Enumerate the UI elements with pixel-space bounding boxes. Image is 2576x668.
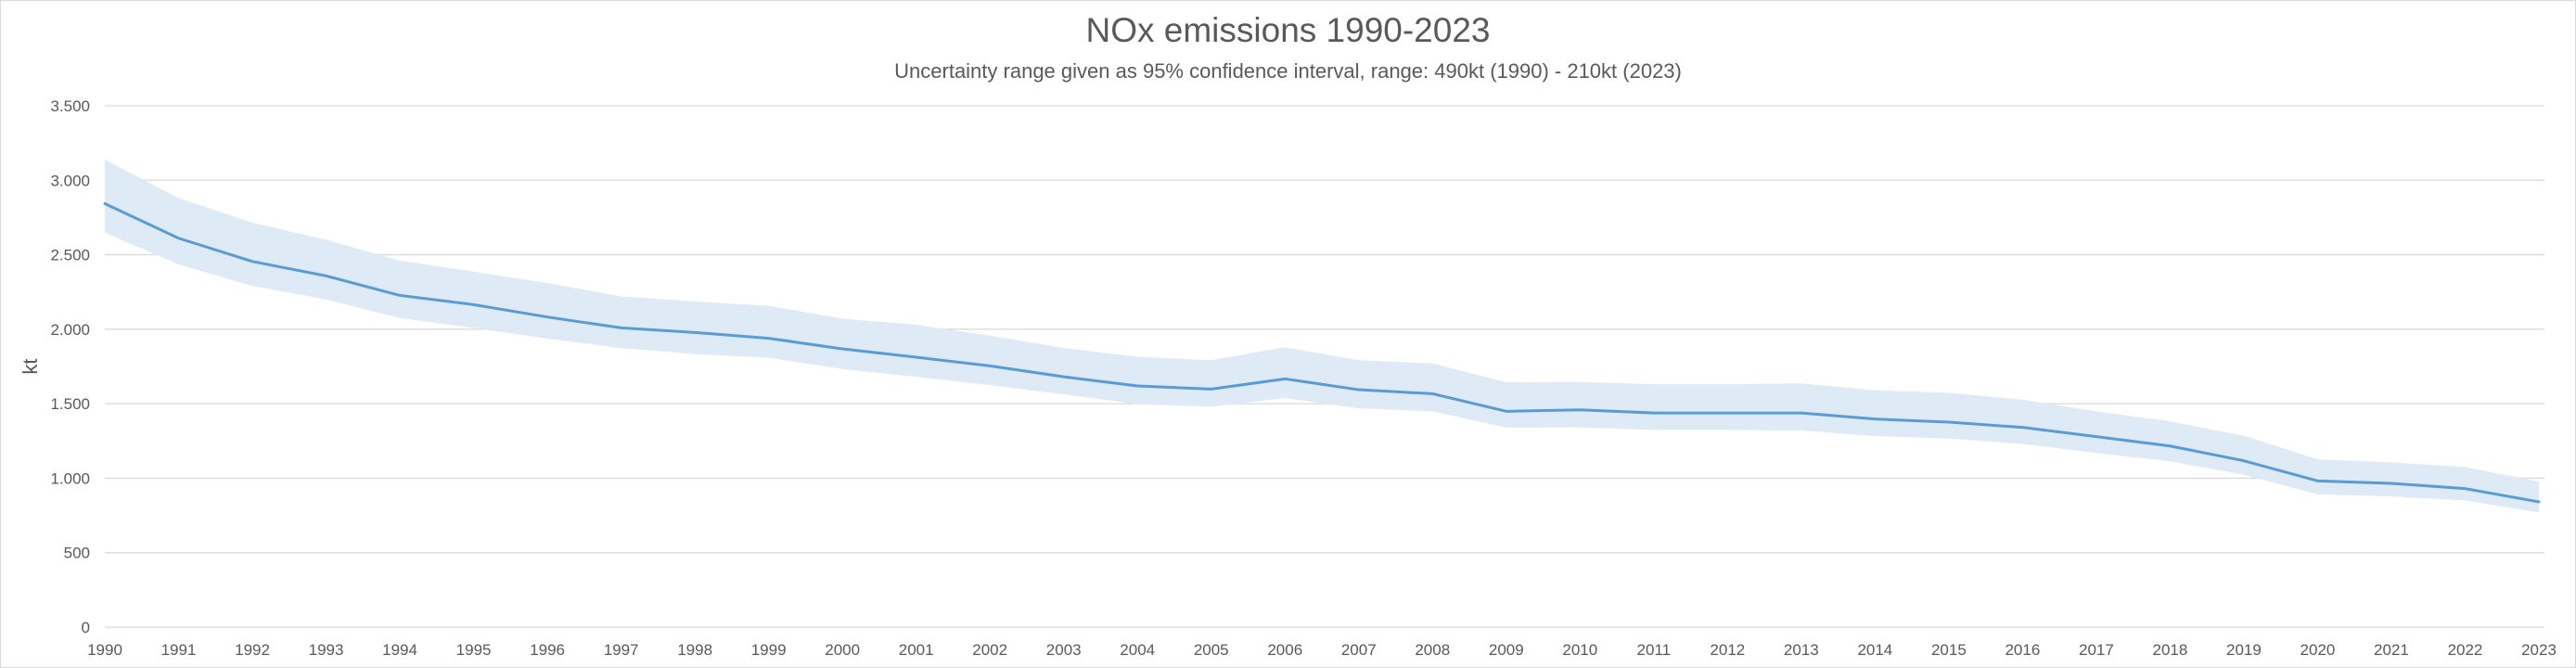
x-tick-label: 1998 [677, 641, 712, 659]
data-point [693, 330, 697, 334]
x-tick-label: 2001 [899, 641, 934, 659]
data-point [1505, 409, 1508, 413]
x-tick-label: 2008 [1415, 641, 1450, 659]
x-tick-label: 2000 [825, 641, 860, 659]
data-point [1062, 375, 1066, 379]
data-point [325, 274, 328, 277]
x-tick-label: 2021 [2374, 641, 2409, 659]
data-point [915, 355, 918, 359]
y-tick-label: 500 [64, 545, 90, 562]
y-axis-ticks: 0 500 1.000 1.500 2.000 2.500 3.000 3.500 [50, 97, 90, 636]
x-tick-label: 1993 [309, 641, 344, 659]
x-tick-label: 2017 [2079, 641, 2114, 659]
data-point [103, 201, 107, 205]
y-tick-label: 2.500 [50, 247, 90, 264]
data-point [2463, 487, 2467, 491]
data-point [1357, 388, 1361, 392]
x-tick-label: 2019 [2226, 641, 2262, 659]
data-point [472, 302, 476, 306]
x-tick-label: 2023 [2521, 641, 2557, 659]
series-lines [103, 201, 2541, 504]
y-tick-label: 2.000 [50, 321, 90, 339]
data-point [1947, 420, 1951, 424]
data-point [767, 337, 771, 340]
x-tick-label: 2005 [1194, 641, 1229, 659]
x-tick-label: 2022 [2448, 641, 2483, 659]
chart-subtitle: Uncertainty range given as 95% confidenc… [894, 59, 1682, 83]
data-point [2095, 435, 2098, 439]
data-point [988, 364, 992, 367]
x-tick-label: 1994 [382, 641, 417, 659]
data-point [1430, 392, 1434, 395]
x-tick-label: 2004 [1120, 641, 1155, 659]
x-tick-label: 2016 [2005, 641, 2040, 659]
x-tick-label: 1996 [530, 641, 565, 659]
data-point [2537, 500, 2541, 504]
data-point [1283, 377, 1287, 380]
x-axis-ticks: 1990 1991 1992 1993 1994 1995 1996 1997 1998 1999… [87, 641, 2557, 659]
confidence-band-area [105, 160, 2539, 513]
x-tick-label: 2010 [1562, 641, 1597, 659]
data-point [2315, 479, 2319, 482]
x-tick-label: 1992 [235, 641, 270, 659]
y-tick-label: 0 [82, 619, 90, 636]
data-point [2390, 482, 2393, 485]
data-point [2168, 444, 2172, 448]
data-point [1725, 411, 1729, 415]
data-point [1873, 418, 1877, 421]
y-tick-label: 3.500 [50, 97, 90, 115]
x-tick-label: 1995 [456, 641, 492, 659]
x-tick-label: 2018 [2153, 641, 2188, 659]
x-tick-label: 2006 [1267, 641, 1302, 659]
data-point [620, 326, 623, 329]
x-tick-label: 2013 [1784, 641, 1819, 659]
x-tick-label: 2012 [1710, 641, 1745, 659]
data-point [1578, 408, 1582, 412]
series-line-nox [103, 201, 2541, 504]
y-tick-label: 1.000 [50, 469, 90, 487]
x-tick-label: 2003 [1046, 641, 1082, 659]
data-point [250, 260, 254, 263]
data-point [2020, 426, 2024, 430]
data-point [840, 347, 844, 351]
x-tick-label: 2015 [1931, 641, 1967, 659]
y-axis-label: kt [19, 358, 42, 374]
x-tick-label: 2009 [1489, 641, 1524, 659]
data-point [1800, 411, 1803, 415]
data-point [2242, 459, 2246, 463]
x-tick-label: 2014 [1857, 641, 1892, 659]
data-point [1652, 411, 1656, 415]
x-tick-label: 2011 [1637, 641, 1672, 659]
chart-title: NOx emissions 1990-2023 [1085, 11, 1491, 49]
x-tick-label: 1990 [87, 641, 122, 659]
x-tick-label: 2002 [972, 641, 1007, 659]
x-tick-label: 1997 [604, 641, 639, 659]
y-tick-label: 1.500 [50, 395, 90, 413]
confidence-band [105, 160, 2539, 513]
data-point [1135, 384, 1139, 388]
data-point [177, 237, 181, 240]
x-tick-label: 2020 [2300, 641, 2336, 659]
gridlines [105, 105, 2544, 628]
data-point [1210, 387, 1213, 391]
x-tick-label: 1991 [161, 641, 197, 659]
x-tick-label: 2007 [1341, 641, 1377, 659]
y-tick-label: 3.000 [50, 172, 90, 189]
x-tick-label: 1999 [751, 641, 787, 659]
data-point [545, 315, 549, 319]
data-point [398, 293, 402, 297]
